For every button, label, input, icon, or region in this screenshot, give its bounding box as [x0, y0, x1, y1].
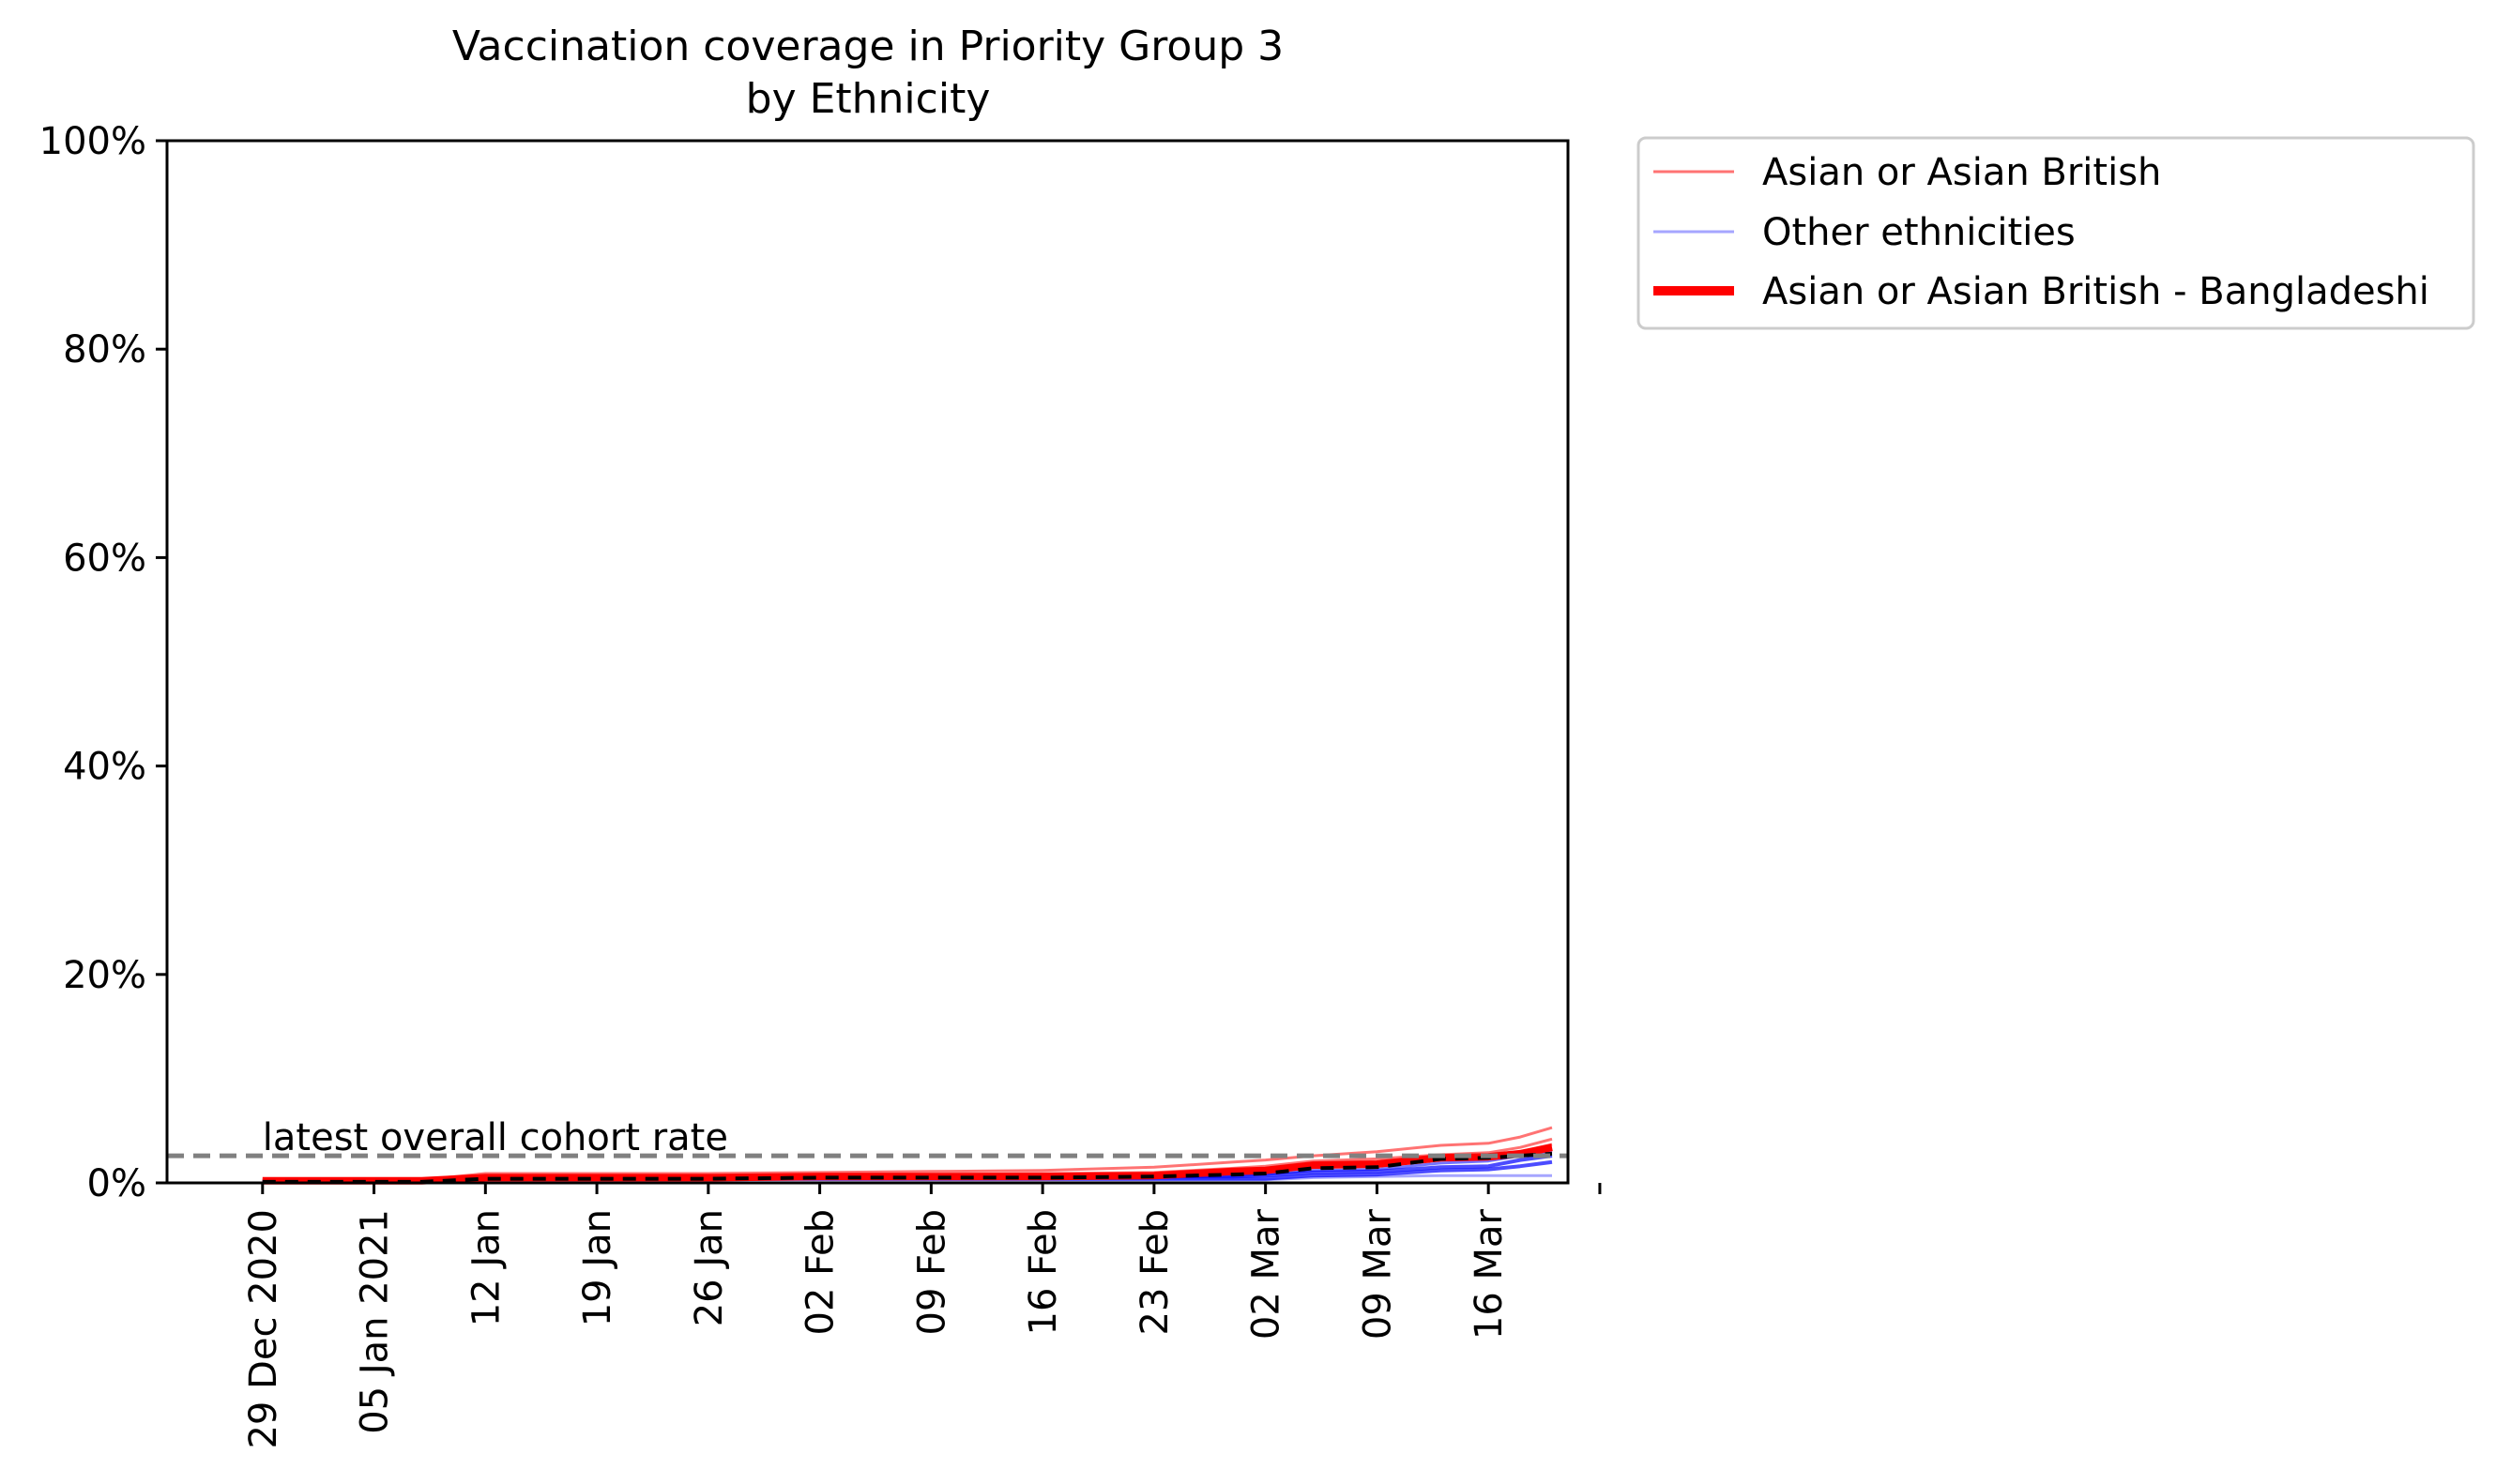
x-axis: 29 Dec 2020 05 Jan 2021 12 Jan 19 Jan 26 Jan… [242, 1183, 1602, 1449]
legend-label-other: Other ethnicities [1762, 211, 2076, 254]
y-tick-label: 0% [87, 1162, 146, 1205]
x-tick-label: 05 Jan 2021 [354, 1209, 397, 1434]
y-axis: 0% 20% 40% 60% 80% 100% [39, 120, 167, 1205]
x-tick-label: 02 Mar [1245, 1208, 1288, 1340]
plot-area [167, 141, 1568, 1183]
x-tick-label: 29 Dec 2020 [242, 1209, 285, 1449]
series-line-8 [262, 1151, 1553, 1184]
legend-label-asian: Asian or Asian British [1762, 151, 2161, 194]
reference-line-label: latest overall cohort rate [263, 1116, 728, 1159]
x-tick-label: 12 Jan [464, 1209, 508, 1326]
legend: Asian or Asian British Other ethnicities… [1636, 136, 2475, 330]
x-tick-label: 16 Feb [1022, 1209, 1065, 1335]
x-tick-label: 09 Mar [1356, 1208, 1399, 1340]
x-tick-label: 16 Mar [1468, 1208, 1511, 1340]
x-tick-label: 26 Jan [688, 1209, 731, 1326]
y-tick-label: 100% [39, 120, 146, 163]
x-tick-label: 19 Jan [576, 1209, 619, 1326]
legend-label-bangladeshi: Asian or Asian British - Bangladeshi [1762, 270, 2429, 313]
y-tick-label: 40% [63, 746, 146, 789]
y-tick-label: 60% [63, 537, 146, 580]
chart-title-line1: Vaccination coverage in Priority Group 3 [452, 23, 1284, 70]
x-tick-label: 02 Feb [799, 1209, 843, 1335]
x-tick-label: 23 Feb [1134, 1209, 1177, 1335]
series-layer [262, 1126, 1553, 1185]
legend-frame [1636, 136, 2475, 330]
y-tick-label: 80% [63, 328, 146, 371]
y-tick-label: 20% [63, 954, 146, 997]
chart-title-line2: by Ethnicity [746, 75, 991, 123]
x-tick-label: 09 Feb [910, 1209, 953, 1335]
plot-frame [165, 139, 1570, 1185]
